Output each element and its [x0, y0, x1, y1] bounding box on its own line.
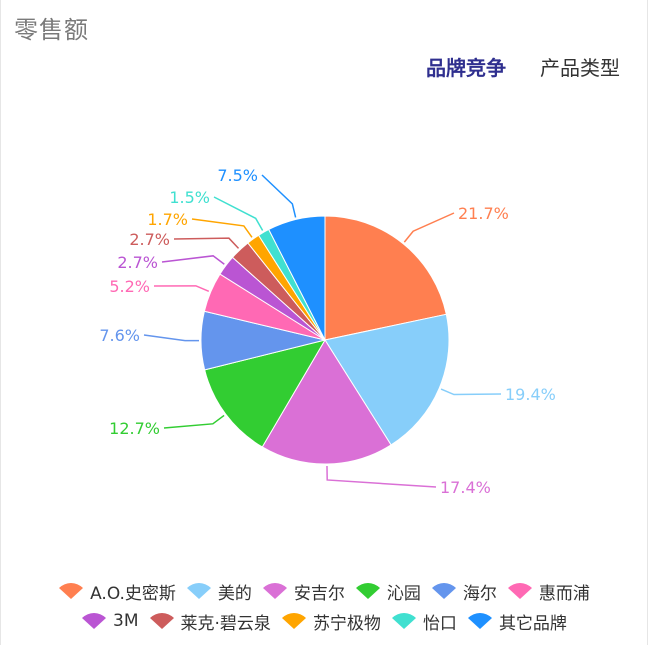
- legend-label: A.O.史密斯: [90, 583, 176, 604]
- chart-tabs: 品牌竞争 产品类型: [426, 52, 620, 81]
- legend-label: 美的: [217, 583, 252, 604]
- legend-label: 惠而浦: [538, 583, 590, 604]
- label-leader-line: [191, 218, 253, 238]
- legend-swatch-icon: [281, 613, 306, 629]
- slice-value-label: 1.7%: [147, 210, 188, 229]
- pie-chart: 21.7%19.4%17.4%12.7%7.6%5.2%2.7%2.7%1.7%…: [99, 166, 556, 497]
- pie-slice[interactable]: [324, 215, 447, 341]
- legend-item[interactable]: 沁园: [355, 579, 421, 604]
- legend-swatch-icon: [467, 613, 492, 629]
- legend-label: 莱克·碧云泉: [180, 613, 271, 634]
- legend-label: 其它品牌: [498, 613, 567, 634]
- legend: A.O.史密斯 美的 安吉尔 沁园 海尔 惠而浦 3M 莱克·碧云泉 苏宁极物 怡口 其它品牌: [0, 576, 650, 636]
- legend-swatch-icon: [507, 583, 532, 599]
- legend-label: 怡口: [422, 613, 457, 634]
- legend-item[interactable]: 怡口: [391, 609, 457, 634]
- slice-value-label: 2.7%: [117, 253, 158, 272]
- tab-product-type[interactable]: 产品类型: [540, 56, 620, 80]
- legend-item[interactable]: 3M: [81, 611, 139, 631]
- legend-row: A.O.史密斯 美的 安吉尔 沁园 海尔 惠而浦: [0, 576, 650, 606]
- legend-label: 安吉尔: [293, 583, 345, 604]
- pie-slice[interactable]: [268, 215, 326, 341]
- legend-label: 3M: [113, 611, 139, 631]
- legend-swatch-icon: [431, 583, 456, 599]
- label-leader-line: [440, 388, 502, 396]
- legend-item[interactable]: 惠而浦: [507, 579, 590, 604]
- legend-swatch-icon: [149, 613, 174, 629]
- legend-item[interactable]: 安吉尔: [262, 579, 345, 604]
- label-leader-line: [143, 334, 200, 342]
- legend-item[interactable]: 苏宁极物: [281, 609, 381, 634]
- label-leader-line: [153, 285, 210, 292]
- legend-swatch-icon: [59, 583, 84, 599]
- label-leader-line: [403, 212, 455, 243]
- slice-value-label: 7.6%: [99, 326, 140, 345]
- legend-item[interactable]: 莱克·碧云泉: [149, 609, 271, 634]
- legend-item[interactable]: 海尔: [431, 579, 497, 604]
- slice-value-label: 21.7%: [458, 204, 509, 223]
- pie-slice[interactable]: [324, 313, 450, 446]
- legend-swatch-icon: [186, 583, 211, 599]
- label-leader-line: [326, 465, 437, 488]
- slice-value-label: 12.7%: [109, 419, 160, 438]
- legend-label: 沁园: [386, 583, 421, 604]
- legend-item[interactable]: 其它品牌: [467, 609, 567, 634]
- legend-label: 苏宁极物: [312, 613, 381, 634]
- tab-brand-competition[interactable]: 品牌竞争: [426, 56, 506, 80]
- label-leader-line: [261, 174, 297, 218]
- legend-item[interactable]: 美的: [186, 579, 252, 604]
- page-title: 零售额: [14, 16, 89, 44]
- slice-value-label: 19.4%: [505, 385, 556, 404]
- label-leader-line: [161, 255, 225, 265]
- pie-slice[interactable]: [261, 339, 392, 465]
- label-leader-line: [163, 414, 225, 429]
- legend-swatch-icon: [262, 583, 287, 599]
- legend-swatch-icon: [82, 613, 107, 629]
- legend-item[interactable]: A.O.史密斯: [58, 579, 176, 604]
- slice-value-label: 5.2%: [109, 277, 150, 296]
- legend-swatch-icon: [355, 583, 380, 599]
- slice-value-label: 2.7%: [129, 230, 170, 249]
- pie-slice[interactable]: [204, 339, 327, 448]
- legend-label: 海尔: [462, 583, 497, 604]
- label-leader-line: [173, 237, 240, 249]
- legend-row: 3M 莱克·碧云泉 苏宁极物 怡口 其它品牌: [0, 606, 650, 636]
- legend-swatch-icon: [391, 613, 416, 629]
- slice-value-label: 17.4%: [440, 478, 491, 497]
- label-leader-line: [213, 196, 264, 231]
- slice-value-label: 7.5%: [217, 166, 258, 185]
- slice-value-label: 1.5%: [169, 188, 210, 207]
